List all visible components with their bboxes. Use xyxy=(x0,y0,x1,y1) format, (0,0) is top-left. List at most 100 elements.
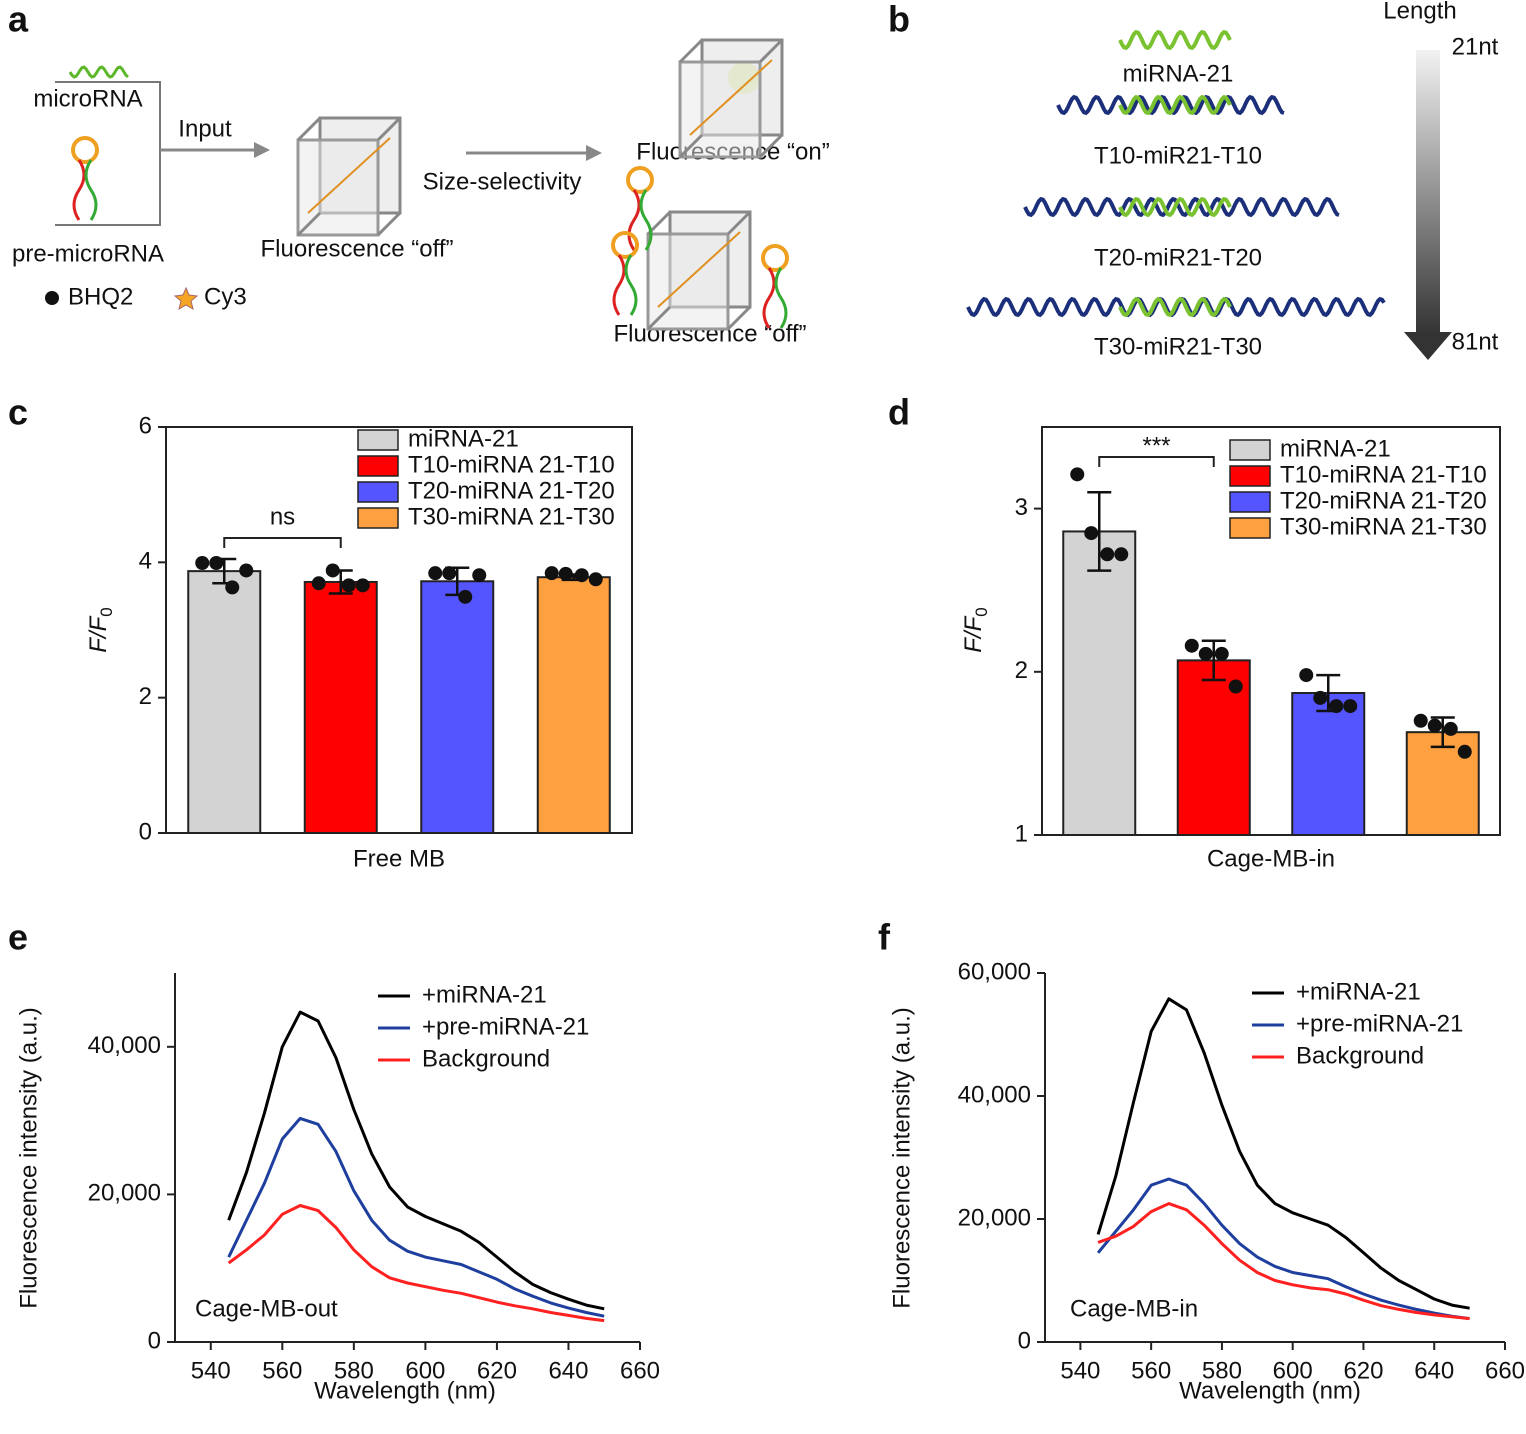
y-axis-label: F/F0 xyxy=(960,607,991,652)
label: 21nt xyxy=(1452,33,1499,60)
hairpin-stem xyxy=(84,159,98,221)
data-point xyxy=(1228,679,1243,694)
hairpin-stem xyxy=(72,159,86,221)
y-axis-label-main: F/F xyxy=(960,615,987,652)
x-axis-label: Wavelength (nm) xyxy=(314,1377,496,1404)
cage xyxy=(678,60,762,159)
legend-label: T10-miRNA 21-T10 xyxy=(1280,461,1487,488)
y-tick-label: 20,000 xyxy=(958,1204,1031,1231)
x-tick-label: 540 xyxy=(1060,1357,1100,1384)
y-tick-label: 6 xyxy=(139,412,152,439)
bar xyxy=(536,576,611,834)
legend-label: +pre-miRNA-21 xyxy=(422,1013,589,1040)
cage-edge xyxy=(678,133,704,159)
y-axis-label-main: F/F xyxy=(85,615,112,652)
strand xyxy=(657,231,741,308)
data-point xyxy=(428,566,443,581)
x-axis-label: Wavelength (nm) xyxy=(1179,1377,1361,1404)
legend-label: miRNA-21 xyxy=(1280,435,1391,462)
bar xyxy=(303,580,378,834)
bhq2-dot xyxy=(45,291,59,305)
line xyxy=(1097,1202,1470,1321)
y-tick-label: 20,000 xyxy=(88,1180,161,1207)
legend-swatch xyxy=(1229,491,1271,513)
data-point xyxy=(1443,721,1458,736)
cage-edge xyxy=(678,38,704,64)
strand xyxy=(1023,196,1340,218)
cage xyxy=(296,138,380,237)
data-point xyxy=(239,563,254,578)
cage-edge xyxy=(646,305,672,331)
annotation: Cage-MB-out xyxy=(195,1295,338,1322)
legend-label: Background xyxy=(1296,1042,1424,1069)
cage-edge xyxy=(376,116,402,142)
significance-bracket xyxy=(1098,456,1215,467)
plot-frame xyxy=(1041,426,1501,836)
length-arrow xyxy=(1416,50,1440,335)
y-tick-label: 2 xyxy=(139,683,152,710)
error-bar xyxy=(1087,491,1112,572)
y-axis-label: F/F0 xyxy=(85,607,116,652)
data-point xyxy=(1427,718,1442,733)
x-tick-label: 660 xyxy=(1485,1357,1525,1384)
strand xyxy=(689,59,773,136)
y-tick-label: 2 xyxy=(1015,657,1028,684)
legend-swatch xyxy=(1229,465,1271,487)
strand xyxy=(1118,94,1232,116)
strand xyxy=(68,65,129,79)
legend-swatch xyxy=(357,429,399,451)
data-point xyxy=(544,566,559,581)
x-tick-label: 540 xyxy=(191,1357,231,1384)
hairpin-stem xyxy=(639,189,653,251)
legend-label: +miRNA-21 xyxy=(1296,978,1421,1005)
cage-edge xyxy=(758,38,784,64)
y-tick-label: 40,000 xyxy=(958,1081,1031,1108)
x-tick-label: 560 xyxy=(262,1357,302,1384)
y-tick-label: 0 xyxy=(148,1327,161,1354)
data-point xyxy=(1343,699,1358,714)
panel-label: f xyxy=(878,917,891,958)
legend-swatch xyxy=(357,507,399,529)
x-tick-label: 640 xyxy=(1414,1357,1454,1384)
data-point xyxy=(1100,547,1115,562)
panel-label: a xyxy=(8,0,29,40)
legend-swatch xyxy=(1229,517,1271,539)
line xyxy=(227,1116,605,1318)
error-bar xyxy=(1430,716,1455,749)
y-tick-label: 4 xyxy=(139,548,152,575)
legend-swatch xyxy=(357,481,399,503)
panel-label: b xyxy=(888,0,910,40)
y-tick-label: 1 xyxy=(1015,820,1028,847)
strand-label: T10-miR21-T10 xyxy=(1094,142,1262,169)
data-point xyxy=(1184,638,1199,653)
data-point xyxy=(1299,668,1314,683)
significance-label: ns xyxy=(270,503,295,530)
line xyxy=(1096,1177,1470,1321)
strand xyxy=(307,137,391,214)
plot-frame xyxy=(165,426,633,834)
line xyxy=(227,1204,605,1323)
hairpin-loop xyxy=(626,166,654,194)
data-point xyxy=(341,578,356,593)
data-point xyxy=(442,566,457,581)
label: BHQ2 xyxy=(68,283,133,310)
label: 81nt xyxy=(1452,328,1499,355)
y-axis-label: Fluorescence intensity (a.u.) xyxy=(888,1007,915,1308)
data-point xyxy=(325,563,340,578)
strand-label: T30-miR21-T30 xyxy=(1094,333,1262,360)
data-point xyxy=(458,589,473,604)
label: Input xyxy=(178,115,232,142)
x-tick-label: 600 xyxy=(405,1357,445,1384)
hairpin-loop xyxy=(71,136,99,164)
panel-label: c xyxy=(8,392,28,433)
legend-label: T30-miRNA 21-T30 xyxy=(1280,513,1487,540)
data-point xyxy=(1413,713,1428,728)
label: microRNA xyxy=(33,85,142,112)
data-point xyxy=(574,568,589,583)
x-axis-label: Cage-MB-in xyxy=(1207,845,1335,872)
bar xyxy=(1291,692,1366,836)
y-tick-label: 40,000 xyxy=(88,1032,161,1059)
label: Cy3 xyxy=(204,283,247,310)
cage-edge xyxy=(758,133,784,159)
